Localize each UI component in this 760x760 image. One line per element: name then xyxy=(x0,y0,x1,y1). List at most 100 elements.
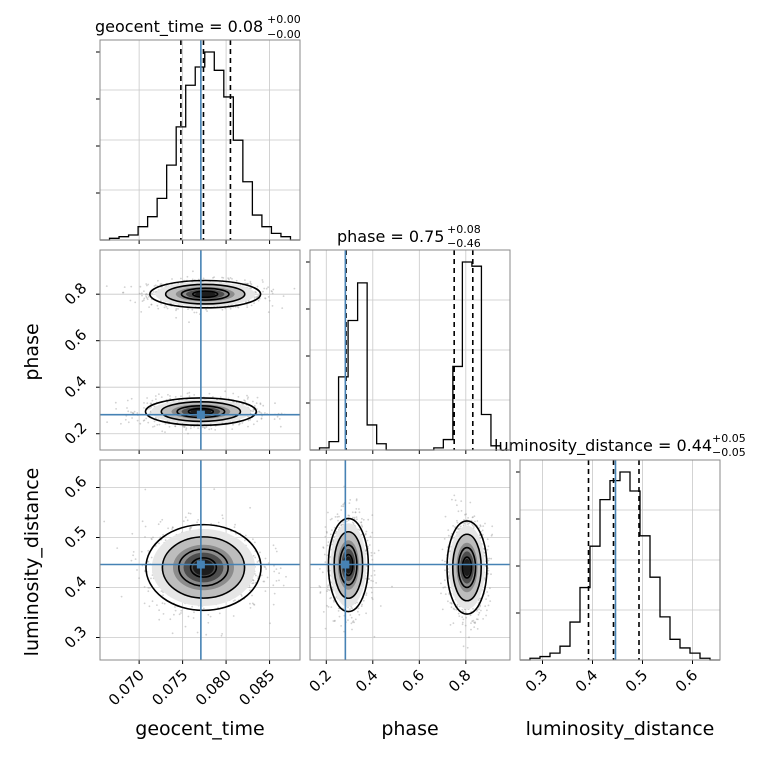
joint-geocent-time-phase-point xyxy=(150,402,153,405)
joint-phase-luminosity-distance-point xyxy=(319,592,322,594)
joint-geocent-time-luminosity-distance-point xyxy=(267,562,270,564)
joint-geocent-time-phase-point xyxy=(237,396,240,398)
joint-geocent-time-phase-point xyxy=(143,297,146,300)
joint-geocent-time-luminosity-distance-point xyxy=(273,564,275,567)
joint-geocent-time-phase-point xyxy=(123,286,126,288)
joint-phase-luminosity-distance-point xyxy=(371,558,374,561)
joint-geocent-time-luminosity-distance-point xyxy=(275,550,278,553)
joint-phase-luminosity-distance-point xyxy=(487,569,490,572)
joint-phase-luminosity-distance-point xyxy=(457,528,459,530)
joint-phase-luminosity-distance-point xyxy=(326,604,328,607)
joint-phase-luminosity-distance-point xyxy=(351,607,353,610)
joint-geocent-time-luminosity-distance-point xyxy=(162,594,164,597)
joint-phase-luminosity-distance-point xyxy=(347,519,350,522)
joint-geocent-time-luminosity-distance-point xyxy=(251,594,253,597)
joint-geocent-time-phase-point xyxy=(191,278,194,281)
joint-geocent-time-luminosity-distance-point xyxy=(262,580,265,583)
title-geocent-time-text: geocent_time = 0.08 xyxy=(95,17,263,37)
joint-phase-luminosity-distance-point xyxy=(444,560,446,563)
joint-phase-luminosity-distance-point xyxy=(490,557,493,560)
joint-geocent-time-phase-point xyxy=(246,306,249,308)
joint-geocent-time-luminosity-distance-point xyxy=(161,518,164,521)
joint-phase-luminosity-distance-point xyxy=(373,552,376,555)
title-phase-sup: +0.08 xyxy=(447,223,481,236)
joint-geocent-time-phase-point xyxy=(143,419,146,421)
joint-geocent-time-phase-point xyxy=(146,298,149,301)
joint-phase-luminosity-distance-point xyxy=(458,615,461,617)
joint-geocent-time-luminosity-distance-point xyxy=(264,557,267,560)
joint-geocent-time-phase-point xyxy=(235,279,238,282)
joint-geocent-time-luminosity-distance-point xyxy=(160,590,163,592)
joint-phase-luminosity-distance-point xyxy=(370,591,373,594)
joint-geocent-time-phase-point xyxy=(150,406,152,409)
joint-phase-luminosity-distance-point xyxy=(448,550,451,553)
joint-geocent-time-phase-inner xyxy=(100,250,300,450)
joint-phase-luminosity-distance-point xyxy=(490,534,493,537)
joint-phase-luminosity-distance-point xyxy=(326,554,329,557)
joint-phase-luminosity-distance-point xyxy=(474,520,476,523)
joint-geocent-time-luminosity-distance-point xyxy=(187,615,190,618)
joint-geocent-time-luminosity-distance-point xyxy=(150,538,153,541)
joint-phase-luminosity-distance-point xyxy=(472,619,475,622)
joint-phase-luminosity-distance-point xyxy=(333,526,336,529)
joint-geocent-time-luminosity-distance-point xyxy=(191,605,194,608)
joint-geocent-time-luminosity-distance-point xyxy=(180,609,183,612)
joint-phase-luminosity-distance-point xyxy=(362,599,365,602)
joint-phase-luminosity-distance-point xyxy=(476,520,479,522)
joint-geocent-time-luminosity-distance-point xyxy=(147,560,150,563)
joint-phase-luminosity-distance-truth-marker xyxy=(341,560,350,569)
joint-geocent-time-phase-point xyxy=(150,303,153,306)
xlabel-luminosity-distance: luminosity_distance xyxy=(526,718,715,740)
joint-geocent-time-phase-point xyxy=(276,415,279,418)
joint-phase-luminosity-distance-point xyxy=(489,587,491,590)
joint-phase-luminosity-distance-point xyxy=(484,565,487,568)
joint-geocent-time-phase-point xyxy=(259,402,262,405)
joint-phase-luminosity-distance-point xyxy=(443,579,446,582)
joint-geocent-time-phase-point xyxy=(265,287,268,290)
joint-phase-luminosity-distance-point xyxy=(373,569,376,572)
joint-phase-luminosity-distance-point xyxy=(443,538,446,540)
joint-geocent-time-phase-point xyxy=(206,310,209,312)
xtick-label-geocent-time-0: 0.070 xyxy=(105,666,148,709)
joint-phase-luminosity-distance-point xyxy=(487,559,490,562)
joint-geocent-time-phase-point xyxy=(260,417,263,420)
joint-geocent-time-phase-point xyxy=(247,425,249,428)
joint-geocent-time-luminosity-distance-point xyxy=(249,589,251,592)
joint-geocent-time-luminosity-distance-point xyxy=(257,575,260,578)
joint-phase-luminosity-distance-point xyxy=(319,591,322,593)
joint-phase-luminosity-distance-point xyxy=(468,522,470,525)
joint-phase-luminosity-distance-point xyxy=(484,522,486,525)
joint-phase-luminosity-distance-point xyxy=(453,608,456,611)
joint-phase-luminosity-distance-point xyxy=(447,529,450,531)
joint-geocent-time-phase-panel xyxy=(96,249,301,454)
joint-phase-luminosity-distance-point xyxy=(482,525,485,527)
joint-geocent-time-luminosity-distance-point xyxy=(244,534,247,537)
joint-geocent-time-luminosity-distance-point xyxy=(184,516,187,519)
joint-geocent-time-luminosity-distance-point xyxy=(157,523,160,526)
joint-geocent-time-phase-point xyxy=(147,421,150,424)
joint-geocent-time-phase-point xyxy=(267,311,270,313)
joint-geocent-time-luminosity-distance-point xyxy=(197,519,200,521)
joint-geocent-time-phase-point xyxy=(252,408,255,411)
joint-geocent-time-luminosity-distance-point xyxy=(182,520,185,523)
joint-phase-luminosity-distance-point xyxy=(478,611,481,614)
joint-geocent-time-luminosity-distance-mode-0-contour-3 xyxy=(189,557,218,578)
joint-geocent-time-luminosity-distance-point xyxy=(222,517,224,520)
joint-phase-luminosity-distance-point xyxy=(479,534,481,537)
joint-geocent-time-phase-point xyxy=(146,297,148,299)
joint-phase-luminosity-distance-point xyxy=(327,541,330,543)
joint-phase-luminosity-distance-point xyxy=(355,498,358,501)
joint-geocent-time-phase-point xyxy=(224,307,227,310)
joint-geocent-time-phase-point xyxy=(122,291,125,294)
joint-phase-luminosity-distance-point xyxy=(328,589,331,592)
joint-geocent-time-luminosity-distance-point xyxy=(171,632,174,635)
joint-geocent-time-luminosity-distance-point xyxy=(120,595,123,598)
joint-geocent-time-luminosity-distance-point xyxy=(152,536,154,539)
joint-phase-luminosity-distance-point xyxy=(461,621,464,624)
joint-phase-luminosity-distance-point xyxy=(491,525,494,528)
joint-geocent-time-luminosity-distance-point xyxy=(252,582,255,584)
joint-phase-luminosity-distance-point xyxy=(447,571,450,573)
title-geocent-time: geocent_time = 0.08 +0.00 −0.00 xyxy=(95,13,301,41)
joint-phase-luminosity-distance-point xyxy=(369,535,372,538)
joint-phase-luminosity-distance-point xyxy=(336,513,339,516)
